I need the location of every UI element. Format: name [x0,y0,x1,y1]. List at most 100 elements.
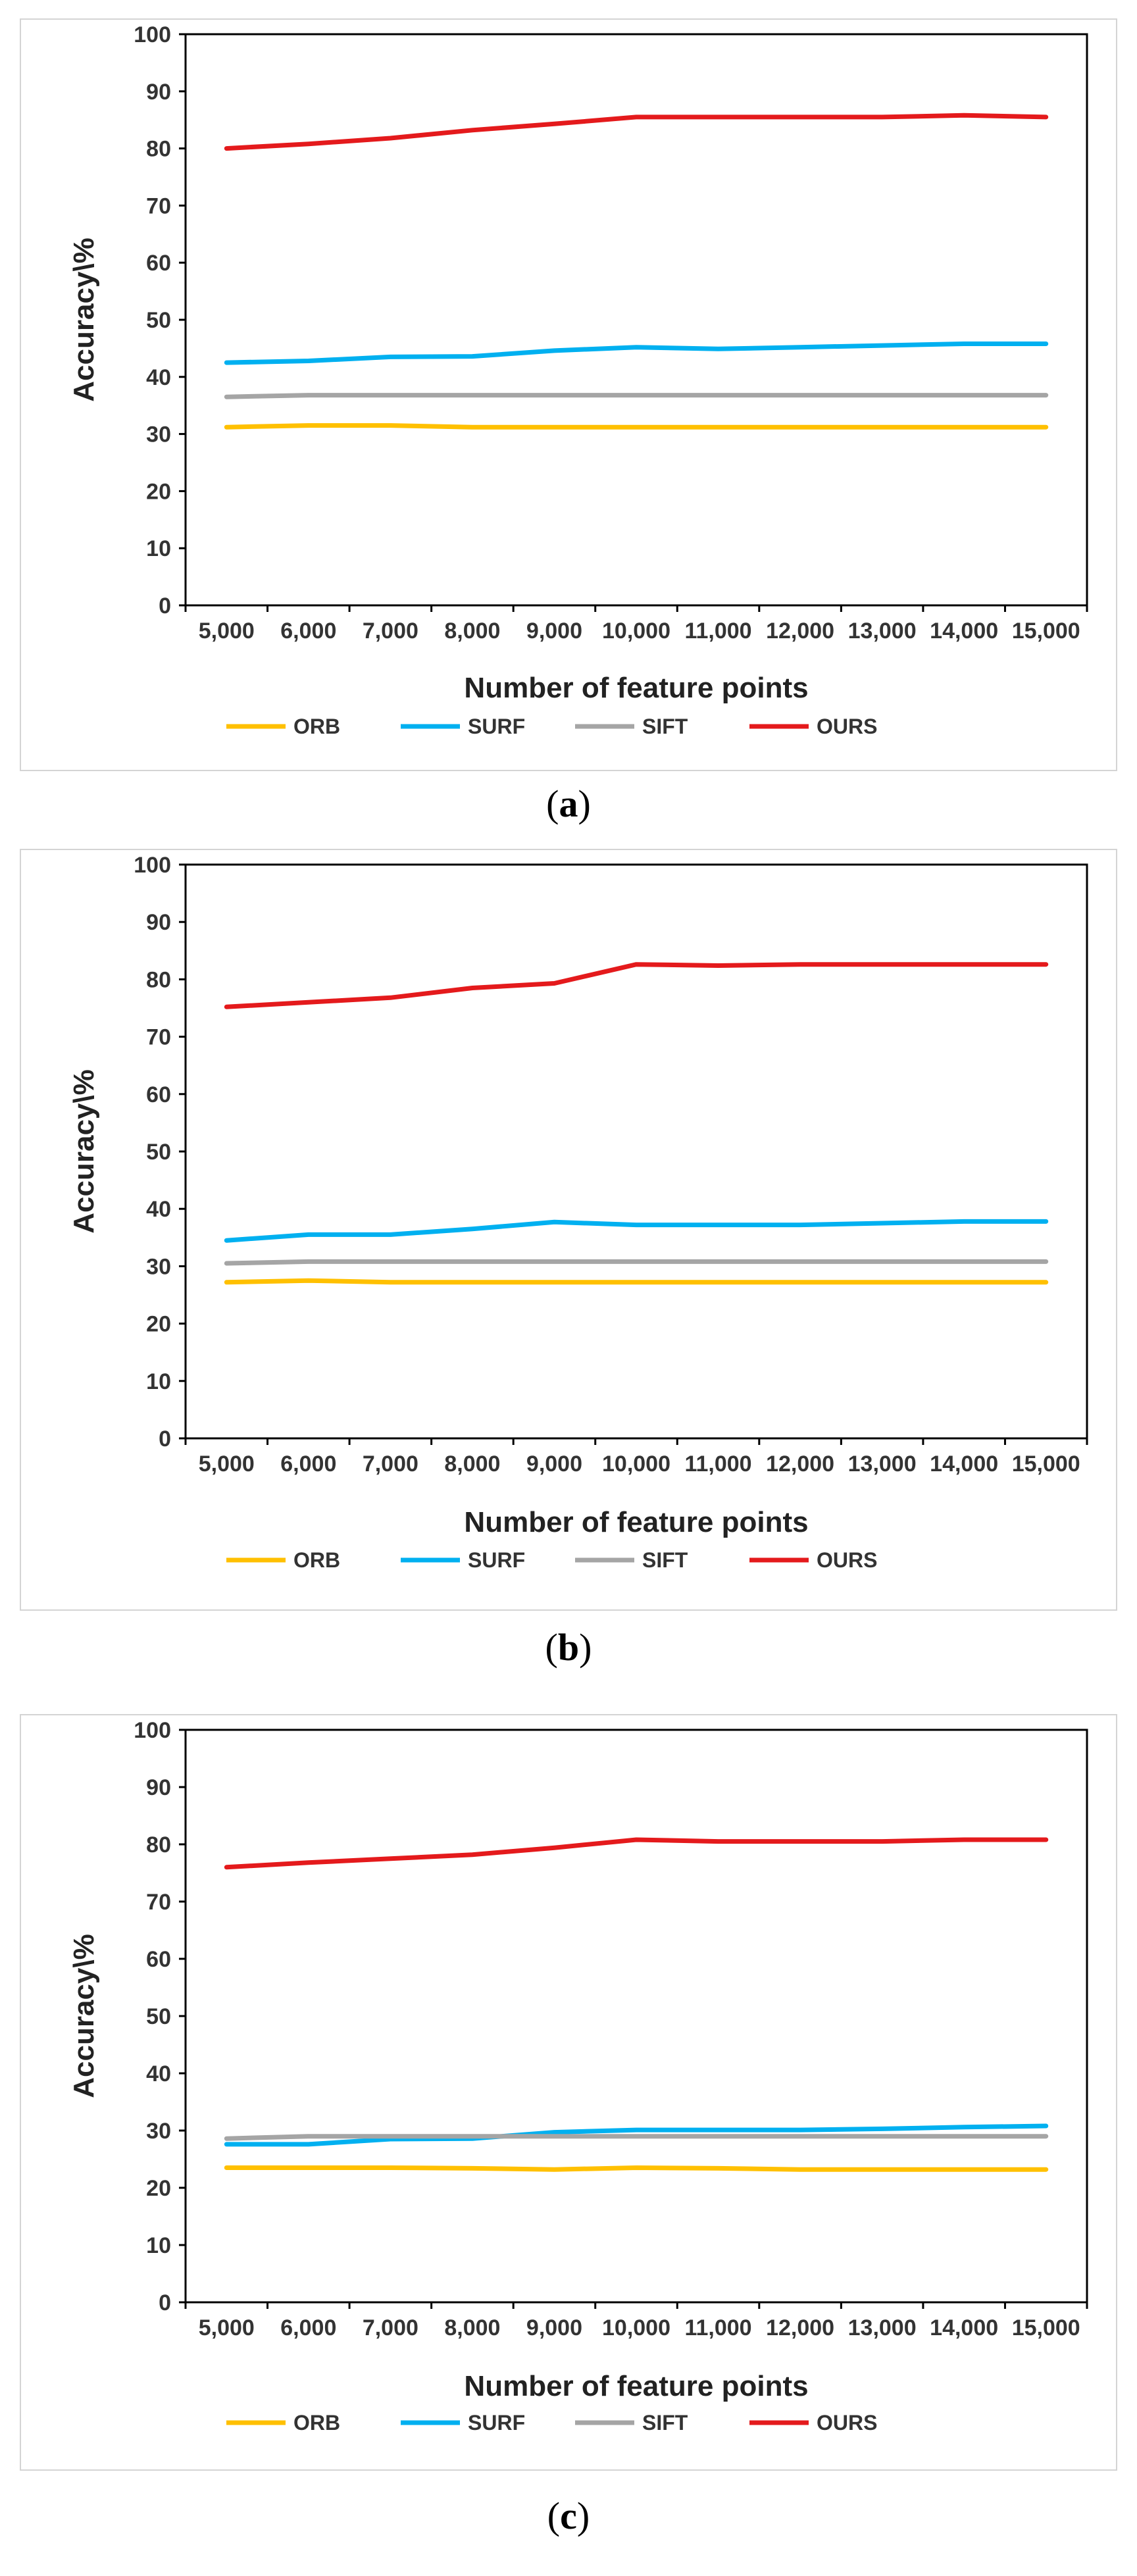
x-tick-label: 12,000 [766,619,834,644]
x-tick-label: 8,000 [444,1452,500,1477]
line-chart-b: 0 10 20 30 40 50 60 70 80 90 100 5,000 6,000 7,000 8,0… [68,853,1088,1572]
x-tick-label: 5,000 [199,619,255,644]
x-tick-label: 6,000 [280,1452,336,1477]
x-tick-label: 7,000 [363,2315,418,2340]
y-tick-label: 100 [134,22,171,47]
legend-label: SURF [468,2411,525,2435]
x-tick-label: 10,000 [602,1452,670,1477]
series-line-ours [224,113,1049,151]
legend-label: OURS [817,715,877,738]
x-tick-label: 13,000 [848,2315,917,2340]
panel-label-c: (c) [547,2494,590,2537]
y-tick-label: 30 [146,422,171,447]
legend-label: OURS [817,2411,877,2435]
x-tick-label: 9,000 [526,619,582,644]
x-tick-label: 7,000 [363,1452,418,1477]
y-tick-label: 80 [146,137,171,162]
x-tick-label: 7,000 [363,619,418,644]
x-tick-label: 9,000 [526,1452,582,1477]
y-axis-label: Accuracy\% [68,1934,100,2098]
x-tick-label: 9,000 [526,2315,582,2340]
legend-item-orb: ORB [226,1548,340,1572]
y-tick-label: 100 [134,1718,171,1743]
x-tick-label: 8,000 [444,2315,500,2340]
plot-area-frame [184,863,1088,1440]
series-line-sift [224,1259,1049,1266]
series-line-ours [224,962,1049,1009]
series-line-orb [224,423,1049,430]
legend-label: SIFT [642,2411,688,2435]
chart-panel-b: 0 10 20 30 40 50 60 70 80 90 100 5,000 6,000 7,000 8,0… [20,849,1117,1611]
y-tick-label: 40 [146,2061,171,2086]
legend-label: SIFT [642,715,688,738]
x-tick-label: 10,000 [602,619,670,644]
plot-area-frame [184,1729,1088,2304]
x-axis-label: Number of feature points [464,672,808,704]
x-tick-label: 11,000 [684,619,751,644]
series-line-sift [224,2134,1049,2141]
x-tick-label: 15,000 [1012,1452,1080,1477]
y-tick-label: 90 [146,910,171,935]
x-tick-label: 5,000 [199,2315,255,2340]
legend-item-surf: SURF [401,1548,525,1572]
y-tick-label: 40 [146,365,171,390]
y-tick-label: 60 [146,251,171,276]
legend-label: SURF [468,715,525,738]
y-tick-label: 90 [146,80,171,105]
legend-label: ORB [293,715,340,738]
chart-panel-a: 0 10 20 30 40 50 60 70 80 90 100 5,000 6,000 7,000 8,0… [20,18,1117,771]
x-tick-label: 5,000 [199,1452,255,1477]
panel-label-b: (b) [545,1626,592,1669]
series-line-ours [224,1837,1049,1870]
legend-item-ours: OURS [749,715,877,738]
x-tick-label: 14,000 [930,2315,998,2340]
x-tick-label: 11,000 [684,2315,751,2340]
line-chart-c: 0 10 20 30 40 50 60 70 80 90 100 5,000 6,000 7,000 8,0… [68,1718,1088,2435]
legend-label: SURF [468,1548,525,1572]
y-tick-label: 10 [146,2233,171,2258]
y-tick-label: 20 [146,1312,171,1337]
y-tick-label: 30 [146,2119,171,2144]
legend-item-orb: ORB [226,2411,340,2435]
y-tick-label: 70 [146,1025,171,1050]
legend-label: OURS [817,1548,877,1572]
y-tick-label: 80 [146,967,171,992]
panel-label-a: (a) [546,782,591,825]
y-tick-label: 40 [146,1197,171,1222]
y-tick-label: 100 [134,853,171,878]
legend-label: ORB [293,1548,340,1572]
x-tick-label: 8,000 [444,619,500,644]
x-tick-label: 10,000 [602,2315,670,2340]
legend-item-sift: SIFT [575,1548,688,1572]
x-tick-label: 14,000 [930,1452,998,1477]
y-tick-label: 80 [146,1832,171,1857]
y-tick-label: 0 [159,2290,171,2315]
x-tick-label: 15,000 [1012,619,1080,644]
legend-item-ours: OURS [749,1548,877,1572]
series-line-surf [224,341,1049,365]
series-line-surf [224,2123,1049,2147]
y-tick-label: 70 [146,1890,171,1915]
y-tick-label: 20 [146,2176,171,2201]
y-tick-label: 50 [146,308,171,333]
plot-area-frame [184,33,1088,607]
series-line-orb [224,1278,1049,1285]
series-line-orb [224,2165,1049,2172]
x-tick-label: 12,000 [766,1452,834,1477]
y-tick-label: 90 [146,1775,171,1800]
y-tick-label: 0 [159,593,171,619]
x-axis-label: Number of feature points [464,1506,808,1538]
y-tick-label: 60 [146,1082,171,1107]
chart-panel-c: 0 10 20 30 40 50 60 70 80 90 100 5,000 6,000 7,000 8,0… [20,1714,1117,2471]
y-axis-label: Accuracy\% [68,238,100,401]
series-line-sift [224,393,1049,399]
y-tick-label: 50 [146,1140,171,1165]
x-tick-label: 13,000 [848,1452,917,1477]
x-axis-label: Number of feature points [464,2370,808,2402]
y-tick-label: 50 [146,2004,171,2029]
legend-label: ORB [293,2411,340,2435]
y-tick-label: 20 [146,479,171,504]
legend-item-sift: SIFT [575,2411,688,2435]
legend-item-ours: OURS [749,2411,877,2435]
y-tick-label: 70 [146,193,171,218]
